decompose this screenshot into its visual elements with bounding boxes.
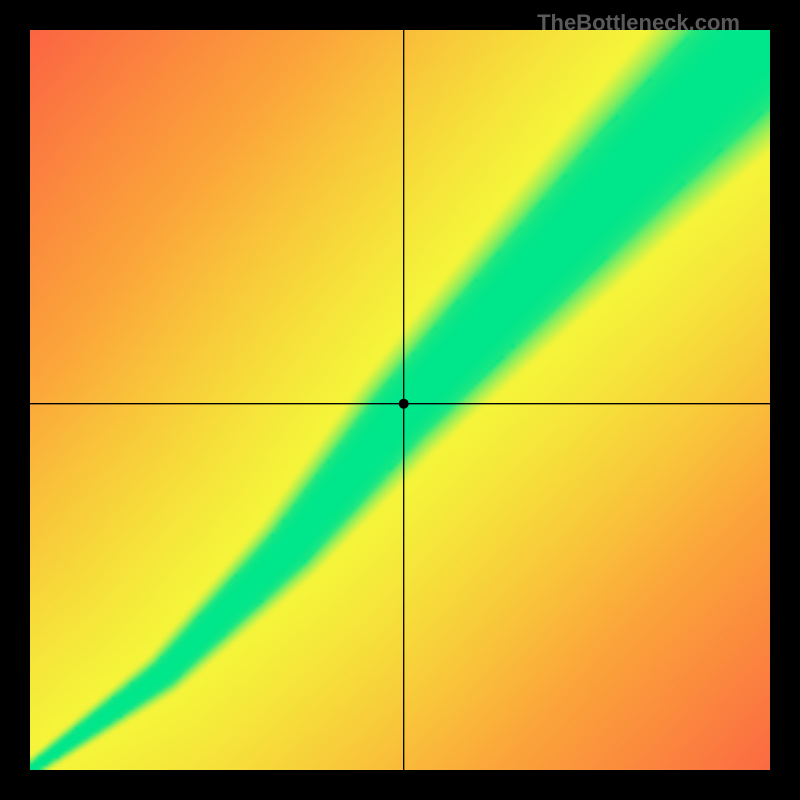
bottleneck-gradient-heatmap xyxy=(30,30,770,770)
watermark-text: TheBottleneck.com xyxy=(537,10,740,36)
bottleneck-heatmap-container: TheBottleneck.com xyxy=(0,0,800,800)
